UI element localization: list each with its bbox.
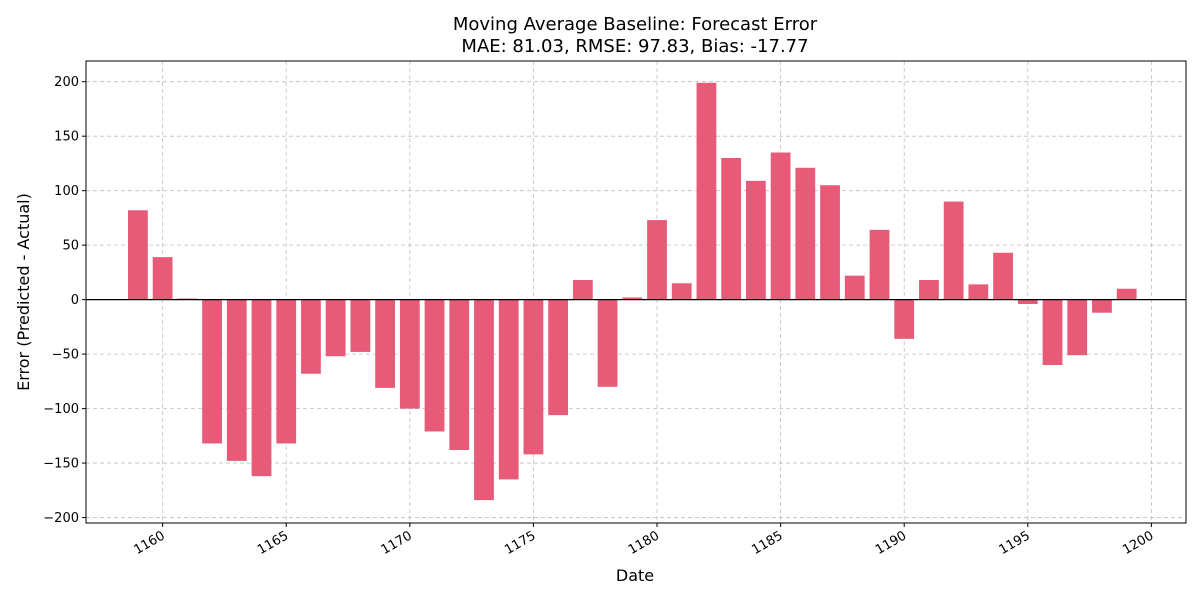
x-axis-label: Date — [616, 566, 654, 585]
y-tick-label: 150 — [54, 130, 79, 145]
x-tick-label: 1170 — [379, 528, 415, 558]
chart-title-line1: Moving Average Baseline: Forecast Error — [453, 14, 818, 35]
grid — [86, 61, 1186, 523]
error-bar — [721, 157, 742, 300]
y-tick-label: −200 — [43, 511, 79, 526]
x-tick-label: 1185 — [749, 528, 785, 558]
y-tick-label: −50 — [52, 348, 79, 363]
error-bar — [424, 299, 445, 432]
error-bar — [919, 280, 939, 300]
error-bar — [523, 299, 544, 455]
x-tick-label: 1200 — [1120, 528, 1156, 558]
plot-frame — [85, 60, 1187, 524]
error-bar — [746, 180, 766, 300]
error-bar — [1116, 288, 1137, 300]
error-bar — [251, 299, 272, 477]
x-tick-label: 1180 — [626, 528, 662, 558]
error-bar — [375, 299, 395, 388]
y-axis-label: Error (Predicted - Actual) — [14, 193, 33, 391]
error-bar — [152, 257, 173, 300]
x-tick-label: 1160 — [131, 528, 167, 558]
x-tick-label: 1175 — [502, 528, 538, 558]
error-bar — [449, 299, 470, 450]
x-tick-label: 1165 — [255, 528, 291, 558]
bars — [128, 82, 1137, 501]
error-bar — [696, 82, 717, 300]
error-bar — [301, 299, 321, 374]
error-bar — [1067, 299, 1088, 356]
x-axis-ticks: 1160 1165 1170 1175 1180 1185 1190 1195 1200 — [131, 523, 1156, 558]
error-bar — [795, 167, 816, 300]
y-tick-label: 200 — [54, 75, 79, 90]
error-bar — [943, 201, 964, 300]
error-bar — [770, 152, 791, 300]
error-bar — [597, 299, 618, 387]
error-bar — [820, 185, 840, 300]
error-bar — [325, 299, 346, 357]
error-bar — [474, 299, 494, 501]
error-bar — [968, 284, 989, 300]
error-bar — [647, 220, 667, 300]
error-bar — [894, 299, 915, 339]
error-bar — [276, 299, 297, 444]
error-bar — [548, 299, 569, 416]
error-bar — [671, 283, 692, 300]
error-bar — [1092, 299, 1112, 313]
error-bar — [498, 299, 519, 480]
error-bar — [844, 275, 865, 300]
y-tick-label: 50 — [62, 239, 79, 254]
error-bar — [1042, 299, 1063, 366]
error-bar — [226, 299, 247, 461]
y-axis-ticks: −200 −150 −100 −50 0 50 100 150 200 — [43, 75, 86, 526]
error-bar — [869, 229, 890, 300]
error-bar — [350, 299, 371, 352]
error-bar — [399, 299, 420, 409]
error-bar — [572, 280, 593, 300]
y-tick-label: 100 — [54, 184, 79, 199]
error-bar — [622, 297, 643, 300]
y-tick-label: −150 — [43, 457, 79, 472]
y-tick-label: 0 — [71, 293, 79, 308]
error-bar — [128, 210, 148, 300]
error-bar — [1017, 299, 1038, 304]
x-tick-label: 1195 — [997, 528, 1033, 558]
y-tick-label: −100 — [43, 402, 79, 417]
error-bar — [993, 252, 1013, 300]
x-tick-label: 1190 — [873, 528, 909, 558]
error-bar — [202, 299, 222, 444]
chart-title-line2: MAE: 81.03, RMSE: 97.83, Bias: -17.77 — [461, 36, 808, 57]
